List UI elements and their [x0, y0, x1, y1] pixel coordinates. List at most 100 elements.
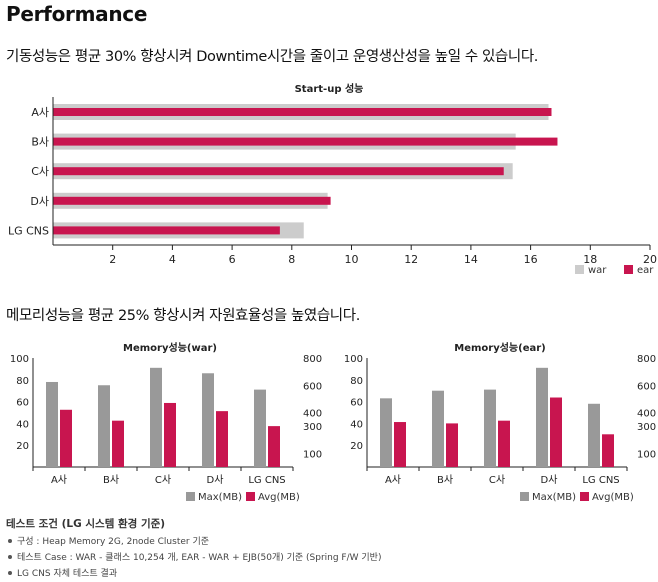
- legend-label-max: Max(MB): [198, 492, 242, 503]
- bar-avg: [602, 434, 614, 467]
- bar-avg: [216, 411, 228, 467]
- memory-headline: 메모리성능을 평균 25% 향상시켜 자원효율성을 높였습니다.: [6, 308, 360, 324]
- category-label: C사: [489, 474, 505, 486]
- y-tick-label: 60: [350, 398, 363, 409]
- bar-ear: [53, 226, 280, 235]
- test-condition-item: LG CNS 자체 테스트 결과: [6, 566, 646, 582]
- legend-swatch-war: [575, 265, 584, 274]
- test-conditions: 테스트 조건 (LG 시스템 환경 기준) 구성 : Heap Memory 2…: [6, 516, 646, 582]
- bar-avg: [60, 409, 72, 467]
- bar-max: [254, 389, 266, 467]
- y-tick-label: 20: [16, 441, 29, 452]
- bar-avg: [446, 423, 458, 467]
- bullet-icon: [8, 539, 12, 543]
- bar-max: [588, 403, 600, 467]
- bullet-icon: [8, 555, 12, 559]
- legend-swatch-max: [186, 492, 195, 501]
- bar-max: [536, 367, 548, 467]
- y2-tick-label: 100: [637, 449, 656, 460]
- bar-ear: [53, 167, 504, 176]
- y2-tick-label: 600: [637, 381, 656, 392]
- legend-label-avg: Avg(MB): [592, 492, 634, 503]
- startup-headline: 기동성능은 평균 30% 향상시켜 Downtime시간을 줄이고 운영생산성을…: [6, 49, 538, 65]
- y-tick-label: 40: [16, 419, 29, 430]
- y2-tick-label: 300: [303, 422, 322, 433]
- y2-tick-label: 100: [303, 449, 322, 460]
- category-label: B사: [103, 474, 119, 486]
- legend-swatch-max: [520, 492, 529, 501]
- bar-avg: [112, 420, 124, 467]
- category-label: LG CNS: [248, 475, 285, 486]
- x-tick-label: 12: [404, 253, 418, 266]
- y2-tick-label: 400: [303, 409, 322, 420]
- bar-max: [380, 398, 392, 467]
- x-tick-label: 14: [464, 253, 478, 266]
- memory-ear-chart-title: Memory성능(ear): [454, 343, 546, 354]
- category-label: A사: [385, 474, 401, 486]
- test-condition-item: 테스트 Case : WAR - 클래스 10,254 개, EAR - WAR…: [6, 550, 646, 566]
- test-condition-item: 구성 : Heap Memory 2G, 2node Cluster 기준: [6, 534, 646, 550]
- bar-max: [150, 367, 162, 467]
- y-tick-label: 80: [350, 376, 363, 387]
- bar-avg: [268, 426, 280, 467]
- x-tick-label: 20: [643, 253, 657, 266]
- category-label: D사: [541, 474, 558, 486]
- category-label: B사: [437, 474, 453, 486]
- bar-max: [432, 390, 444, 467]
- x-tick-label: 10: [345, 253, 359, 266]
- x-tick-label: 2: [109, 253, 116, 266]
- bar-ear: [53, 196, 331, 205]
- x-tick-label: 6: [229, 253, 236, 266]
- legend-swatch-avg: [580, 492, 589, 501]
- y2-tick-label: 400: [637, 409, 656, 420]
- x-tick-label: 18: [583, 253, 597, 266]
- category-label: D사: [30, 195, 49, 208]
- bullet-icon: [8, 571, 12, 575]
- category-label: D사: [207, 474, 224, 486]
- category-label: A사: [51, 474, 67, 486]
- bar-ear: [53, 137, 558, 146]
- y2-tick-label: 800: [303, 354, 322, 365]
- category-label: B사: [31, 136, 49, 149]
- category-label: LG CNS: [582, 475, 619, 486]
- y-tick-label: 100: [344, 354, 363, 365]
- category-label: C사: [155, 474, 171, 486]
- bar-avg: [164, 402, 176, 467]
- y-tick-label: 100: [10, 354, 29, 365]
- legend-label-ear: ear: [637, 265, 654, 276]
- legend-label-max: Max(MB): [532, 492, 576, 503]
- y-tick-label: 40: [350, 419, 363, 430]
- startup-chart: A사 B사 C사 D사 LG CNS 2 4 6 8 10 12 14 16 18 20 war ear: [8, 97, 657, 276]
- startup-chart-title: Start-up 성능: [294, 84, 364, 95]
- page-title: Performance: [6, 2, 148, 26]
- y2-tick-label: 800: [637, 354, 656, 365]
- memory-war-chart-title: Memory성능(war): [123, 343, 217, 354]
- bar-ear: [53, 108, 552, 116]
- category-label: C사: [31, 165, 49, 178]
- bar-max: [98, 385, 110, 467]
- test-condition-text: 구성 : Heap Memory 2G, 2node Cluster 기준: [17, 537, 210, 547]
- y-tick-label: 20: [350, 441, 363, 452]
- bar-avg: [498, 420, 510, 467]
- y-tick-label: 80: [16, 376, 29, 387]
- bar-max: [46, 381, 58, 467]
- legend-label-avg: Avg(MB): [258, 492, 300, 503]
- legend-swatch-ear: [624, 265, 633, 274]
- x-tick-label: 4: [169, 253, 176, 266]
- bar-avg: [394, 422, 406, 467]
- legend-swatch-avg: [246, 492, 255, 501]
- category-label: A사: [31, 106, 49, 119]
- legend-label-war: war: [588, 265, 607, 276]
- x-tick-label: 16: [524, 253, 538, 266]
- y2-tick-label: 600: [303, 381, 322, 392]
- bar-max: [484, 389, 496, 467]
- category-label: LG CNS: [8, 224, 49, 237]
- bar-max: [202, 373, 214, 467]
- test-condition-text: LG CNS 자체 테스트 결과: [17, 569, 118, 579]
- test-conditions-title: 테스트 조건 (LG 시스템 환경 기준): [6, 518, 166, 530]
- y-tick-label: 60: [16, 398, 29, 409]
- y2-tick-label: 300: [637, 422, 656, 433]
- test-condition-text: 테스트 Case : WAR - 클래스 10,254 개, EAR - WAR…: [17, 553, 382, 563]
